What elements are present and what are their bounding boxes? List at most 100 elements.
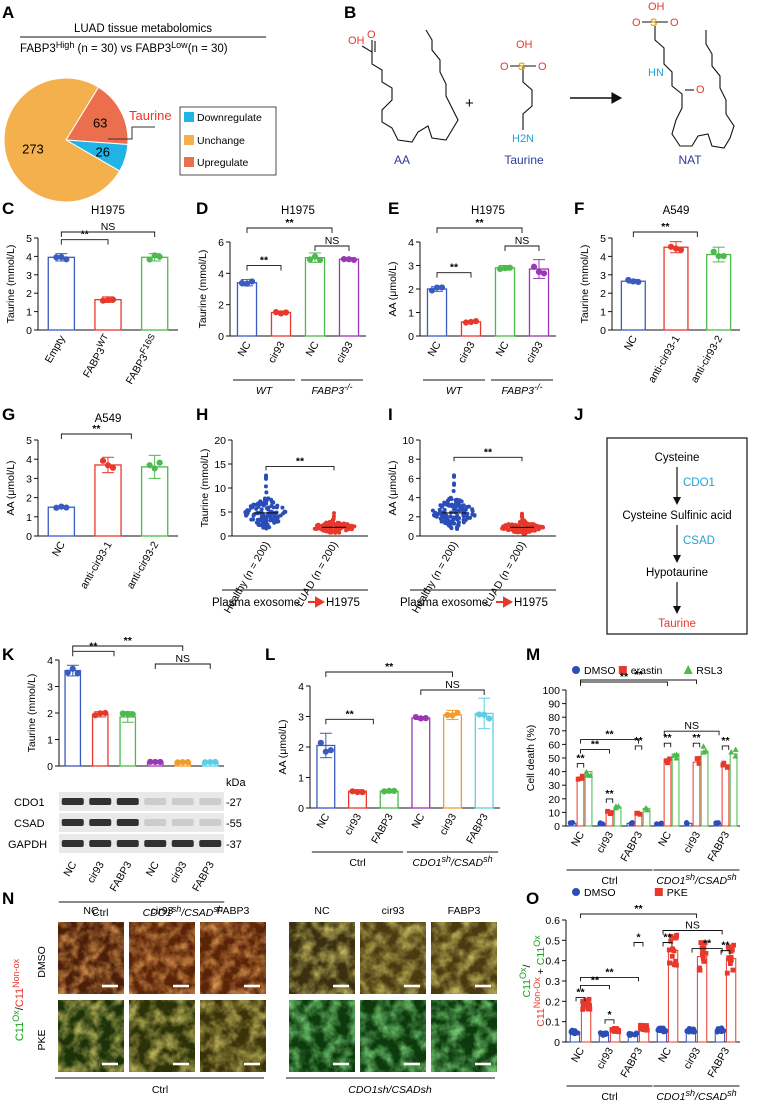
y-tick-label: 1 <box>408 308 414 320</box>
significance-label: NS <box>685 920 700 932</box>
significance-label: NS <box>101 221 116 233</box>
micrograph-grid: NC cir93 FABP3 NC cir93 FABP3 <box>58 905 497 1072</box>
y-tick-label: 2 <box>218 300 224 312</box>
significance-label: ** <box>605 788 614 800</box>
blot-band <box>89 840 112 847</box>
bar <box>426 288 448 337</box>
significance-bracket <box>436 227 523 233</box>
data-point <box>456 520 461 525</box>
data-point <box>259 507 264 512</box>
data-point <box>575 776 581 782</box>
data-point <box>697 967 703 973</box>
data-point <box>449 504 454 509</box>
y-tick-label: 6 <box>408 473 414 485</box>
data-point <box>530 523 535 528</box>
blot-bands <box>61 798 222 847</box>
data-point <box>74 670 81 677</box>
x-tick-label-part: FABP3 <box>81 345 108 379</box>
data-point <box>263 475 268 480</box>
x-tick-label: cir93 <box>85 859 107 885</box>
chart-title: H1975 <box>91 205 125 217</box>
data-point <box>97 710 104 717</box>
x-tick-label: anti-cir93-2 <box>689 333 726 385</box>
significance-bracket <box>720 950 731 955</box>
x-tick-label: FABP3 <box>705 1045 732 1079</box>
significance-label: NS <box>445 679 460 691</box>
y-tick-label: 5 <box>220 507 226 519</box>
bar <box>304 257 326 337</box>
bar <box>663 246 689 331</box>
data-point <box>444 711 451 719</box>
y-axis-label-part: C11 <box>535 1008 547 1027</box>
significance-bracket <box>576 763 585 768</box>
blot-kda-cdo1: -27 <box>226 797 242 809</box>
y-axis-label: Taurine (mmol/L) <box>579 245 591 324</box>
bar <box>671 753 680 827</box>
significance-label: ** <box>605 729 614 741</box>
blot-label-cdo1: CDO1 <box>14 797 45 809</box>
data-point <box>696 755 702 761</box>
data-point <box>269 497 274 502</box>
data-point <box>639 1022 644 1028</box>
data-point <box>331 529 336 534</box>
data-point <box>156 459 163 466</box>
x-tick-label: FABP3F16S <box>121 332 161 386</box>
data-point <box>202 759 209 766</box>
data-point <box>437 510 442 515</box>
data-point <box>461 508 466 513</box>
data-point <box>654 821 660 827</box>
data-point <box>99 457 107 464</box>
data-point <box>690 1029 696 1035</box>
significance-bracket <box>662 930 723 935</box>
y-tick-label: 60 <box>548 739 560 751</box>
taurine-o-left-atom: O <box>500 61 509 73</box>
blot-band <box>116 840 139 847</box>
data-point <box>656 1025 662 1031</box>
data-point <box>260 518 265 523</box>
micro-col-label: FABP3 <box>448 905 481 917</box>
data-point <box>719 1028 725 1034</box>
y-tick-label: 0 <box>600 325 606 337</box>
legend-label: RSL3 <box>696 665 722 677</box>
group-label: CDO1sh/CSADsh <box>143 904 223 919</box>
data-point <box>317 739 324 746</box>
x-tick-label: NC <box>426 339 444 358</box>
data-point <box>464 514 469 519</box>
data-point <box>630 278 637 285</box>
blot-band <box>61 798 84 805</box>
data-point <box>442 509 447 514</box>
micro-col-label: cir93 <box>382 905 405 917</box>
data-point <box>626 1030 632 1037</box>
data-point <box>451 488 456 493</box>
data-point <box>109 464 117 471</box>
pathway-enzyme-csad: CSAD <box>683 535 715 547</box>
micrograph-texture <box>129 1000 195 1072</box>
legend-swatch-downregulate <box>184 112 194 122</box>
bar <box>442 714 463 809</box>
micro-col-label: NC <box>314 905 330 917</box>
x-tick-label: cir93 <box>681 1045 703 1071</box>
data-point <box>535 268 543 276</box>
chart-title: H1975 <box>281 205 315 217</box>
data-point <box>700 950 705 955</box>
blot-band <box>199 819 222 826</box>
legend-marker <box>618 666 627 674</box>
data-point <box>349 788 356 795</box>
aa-name: AA <box>394 153 410 167</box>
blot-band <box>144 819 167 826</box>
panel-letter-b: B <box>344 3 356 22</box>
data-point <box>470 507 475 512</box>
data-point <box>271 500 276 505</box>
significance-label: ** <box>692 732 701 744</box>
blot-band <box>116 819 139 826</box>
legend-swatch-unchange <box>184 135 194 145</box>
data-point <box>449 712 456 719</box>
significance-bracket <box>265 465 335 471</box>
data-point <box>281 511 286 516</box>
pie-callout-line <box>108 126 155 140</box>
x-tick-label: cir93 <box>168 859 190 885</box>
data-point <box>674 962 679 968</box>
data-point <box>316 256 324 264</box>
bar <box>236 282 258 337</box>
